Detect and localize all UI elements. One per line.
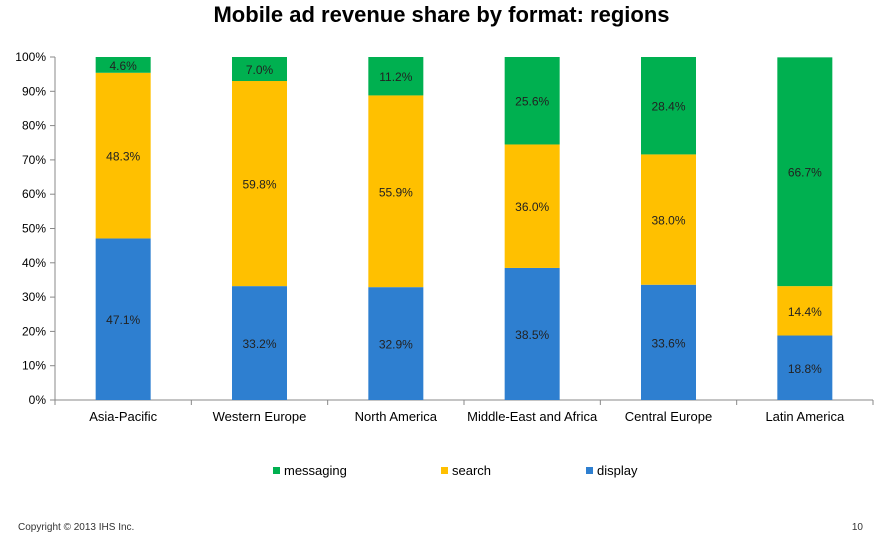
bar-messaging (232, 57, 287, 82)
bar-search (95, 72, 151, 239)
data-label-messaging: 7.0% (246, 63, 274, 77)
data-label-search: 55.9% (379, 185, 413, 199)
data-label-messaging: 4.6% (109, 59, 137, 73)
bar-messaging (95, 57, 151, 73)
y-tick-label: 100% (15, 50, 46, 64)
x-category-label: Latin America (765, 409, 845, 424)
x-category-label: North America (355, 409, 438, 424)
y-tick-label: 90% (22, 84, 46, 98)
data-label-search: 59.8% (242, 178, 276, 192)
data-label-search: 36.0% (515, 200, 549, 214)
bar-search (368, 95, 424, 288)
y-tick-label: 70% (22, 153, 46, 167)
data-label-search: 38.0% (651, 214, 685, 228)
y-tick-label: 30% (22, 290, 46, 304)
x-category-label: Asia-Pacific (89, 409, 157, 424)
data-label-search: 14.4% (788, 305, 822, 319)
data-label-messaging: 11.2% (379, 70, 412, 84)
bar-display (95, 238, 151, 400)
data-label-search: 48.3% (106, 150, 140, 164)
chart-legend: messaging search display (0, 463, 883, 479)
y-tick-label: 0% (29, 393, 47, 407)
data-label-display: 18.8% (788, 362, 822, 376)
y-tick-label: 60% (22, 187, 46, 201)
page-number: 10 (851, 522, 863, 533)
data-label-messaging: 66.7% (788, 166, 822, 180)
data-label-display: 33.6% (651, 336, 685, 350)
bar-search (232, 81, 287, 287)
bar-search (777, 286, 833, 336)
bar-messaging (504, 57, 560, 145)
data-label-messaging: 25.6% (515, 95, 549, 109)
y-tick-label: 10% (22, 359, 46, 373)
data-label-display: 32.9% (379, 338, 413, 352)
legend-label-messaging: messaging (284, 463, 347, 478)
bar-display (232, 286, 287, 400)
data-label-display: 33.2% (242, 337, 276, 351)
y-tick-label: 50% (22, 222, 46, 236)
bar-messaging (368, 57, 424, 96)
x-category-label: Western Europe (213, 409, 307, 424)
y-tick-label: 20% (22, 324, 46, 338)
y-tick-label: 80% (22, 119, 46, 133)
x-category-label: Central Europe (625, 409, 712, 424)
legend-swatch-display (586, 467, 593, 474)
data-label-display: 47.1% (106, 313, 140, 327)
legend-swatch-search (441, 467, 448, 474)
bar-search (504, 144, 560, 268)
y-tick-label: 40% (22, 256, 46, 270)
bar-messaging (777, 57, 833, 287)
chart-title: Mobile ad revenue share by format: regio… (213, 2, 670, 27)
bar-display (777, 335, 833, 400)
legend-item-display: display (586, 463, 637, 478)
bar-display (504, 267, 560, 400)
bar-display (368, 287, 424, 400)
legend-label-search: search (452, 463, 492, 478)
legend-swatch-messaging (273, 467, 280, 474)
legend-item-messaging: messaging (273, 463, 347, 478)
bar-messaging (641, 57, 696, 155)
x-category-label: Middle-East and Africa (467, 409, 598, 424)
data-label-display: 38.5% (515, 328, 549, 342)
legend-label-display: display (597, 463, 638, 478)
copyright-text: Copyright © 2013 IHS Inc. (18, 522, 135, 533)
bar-display (641, 284, 696, 400)
data-label-messaging: 28.4% (651, 100, 685, 114)
bar-search (641, 154, 696, 285)
legend-item-search: search (441, 463, 491, 478)
